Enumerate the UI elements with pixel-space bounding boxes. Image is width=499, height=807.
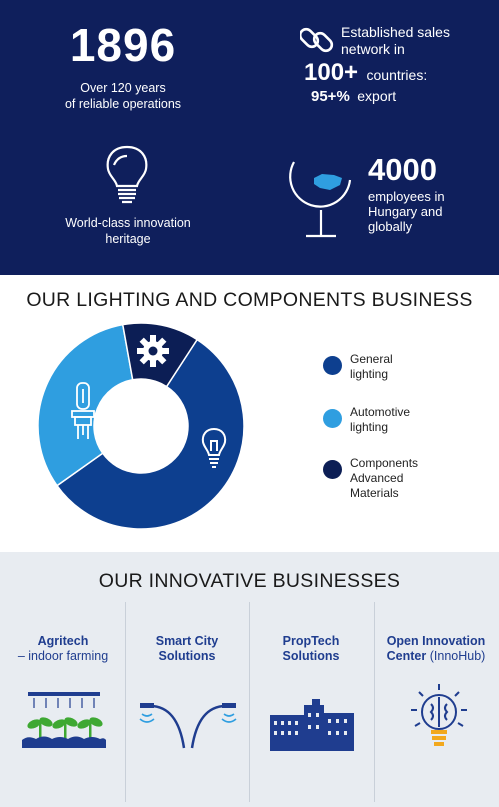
- donut-slice-automotive-lighting: [37, 323, 134, 487]
- countries-number: 100+: [304, 59, 359, 86]
- employees-caption-line: Hungary and: [368, 204, 443, 219]
- legend-label-line: Components: [350, 456, 419, 470]
- sales-caption: Established sales network in: [341, 24, 450, 58]
- legend-item-general: General lighting: [323, 352, 460, 382]
- business-subtitle: – indoor farming: [17, 649, 109, 663]
- countries-label: countries:: [366, 67, 428, 83]
- light-bulb-icon: [106, 145, 148, 204]
- lighting-donut-chart: [37, 322, 245, 530]
- innovation-caption-line: World-class innovation: [65, 216, 191, 230]
- employees-number: 4000: [368, 152, 437, 187]
- street-light-icon: [139, 703, 237, 749]
- legend-label: Automotive lighting: [350, 405, 460, 435]
- founded-caption: Over 120 years of reliable operations: [40, 80, 206, 112]
- founded-caption-line: Over 120 years: [80, 81, 166, 95]
- business-name: Agritech: [37, 634, 89, 648]
- legend-label: General lighting: [350, 352, 460, 382]
- innovation-caption-line: heritage: [105, 232, 151, 246]
- employees-caption: employees in Hungary and globally: [368, 189, 445, 234]
- legend-item-automotive: Automotive lighting: [323, 405, 460, 435]
- legend-label-line: Materials: [350, 486, 399, 500]
- business-name: Open Innovation: [386, 634, 486, 648]
- plants-icon: [22, 692, 106, 748]
- business-smart-city: Smart City Solutions: [125, 634, 249, 664]
- light-bulb-icon: [201, 427, 227, 468]
- gear-icon: [137, 335, 169, 367]
- employees-caption-line: employees in: [368, 189, 445, 204]
- business-innohub: Open Innovation Center (InnoHub): [374, 634, 498, 664]
- export-label: export: [357, 88, 397, 104]
- sales-caption-line: Established sales: [341, 24, 450, 40]
- legend-item-components: Components Advanced Materials: [323, 456, 460, 501]
- column-divider: [125, 602, 126, 802]
- column-divider: [374, 602, 375, 802]
- innovative-section: OUR INNOVATIVE BUSINESSES Agritech – ind…: [0, 552, 499, 807]
- innovative-title: OUR INNOVATIVE BUSINESSES: [98, 570, 401, 592]
- hungary-globe-icon: [289, 161, 352, 238]
- legend-label-line: Advanced: [350, 471, 404, 485]
- brain-bulb-icon: [411, 684, 467, 746]
- legend-swatch: [323, 460, 342, 479]
- lighting-title: OUR LIGHTING AND COMPONENTS BUSINESS: [26, 289, 473, 311]
- chain-link-icon: [300, 27, 334, 53]
- export-number: 95+%: [311, 88, 350, 105]
- buildings-icon: [270, 699, 354, 751]
- sales-caption-line: network in: [341, 41, 405, 57]
- business-subtitle: Solutions: [282, 649, 340, 663]
- legend-label: Components Advanced Materials: [350, 456, 460, 501]
- innovation-caption: World-class innovation heritage: [48, 215, 208, 247]
- donut-slice-general-lighting: [55, 338, 245, 530]
- legend-swatch: [323, 409, 342, 428]
- business-proptech: PropTech Solutions: [249, 634, 373, 664]
- stats-banner: 1896 Over 120 years of reliable operatio…: [0, 0, 499, 275]
- founded-caption-line: of reliable operations: [64, 97, 182, 111]
- column-divider: [249, 602, 250, 802]
- legend-label-line: lighting: [350, 420, 389, 434]
- business-agritech: Agritech – indoor farming: [1, 634, 125, 664]
- employees-caption-line: globally: [368, 219, 413, 234]
- legend-label-line: lighting: [350, 367, 389, 381]
- legend-label-line: General: [350, 352, 393, 366]
- business-name: Smart City: [155, 634, 219, 648]
- legend-label-line: Automotive: [350, 405, 411, 419]
- headlight-bulb-icon: [71, 382, 95, 439]
- business-subtitle-suffix: (InnoHub): [429, 649, 486, 663]
- legend-swatch: [323, 356, 342, 375]
- business-subtitle: Center: [386, 649, 427, 663]
- countries-stat: 100+ countries:: [304, 59, 427, 87]
- business-subtitle: Solutions: [158, 649, 216, 663]
- lighting-section: OUR LIGHTING AND COMPONENTS BUSINESS: [0, 275, 499, 552]
- export-stat: 95+% export: [311, 88, 396, 106]
- business-name: PropTech: [282, 634, 340, 648]
- founded-year: 1896: [69, 19, 177, 71]
